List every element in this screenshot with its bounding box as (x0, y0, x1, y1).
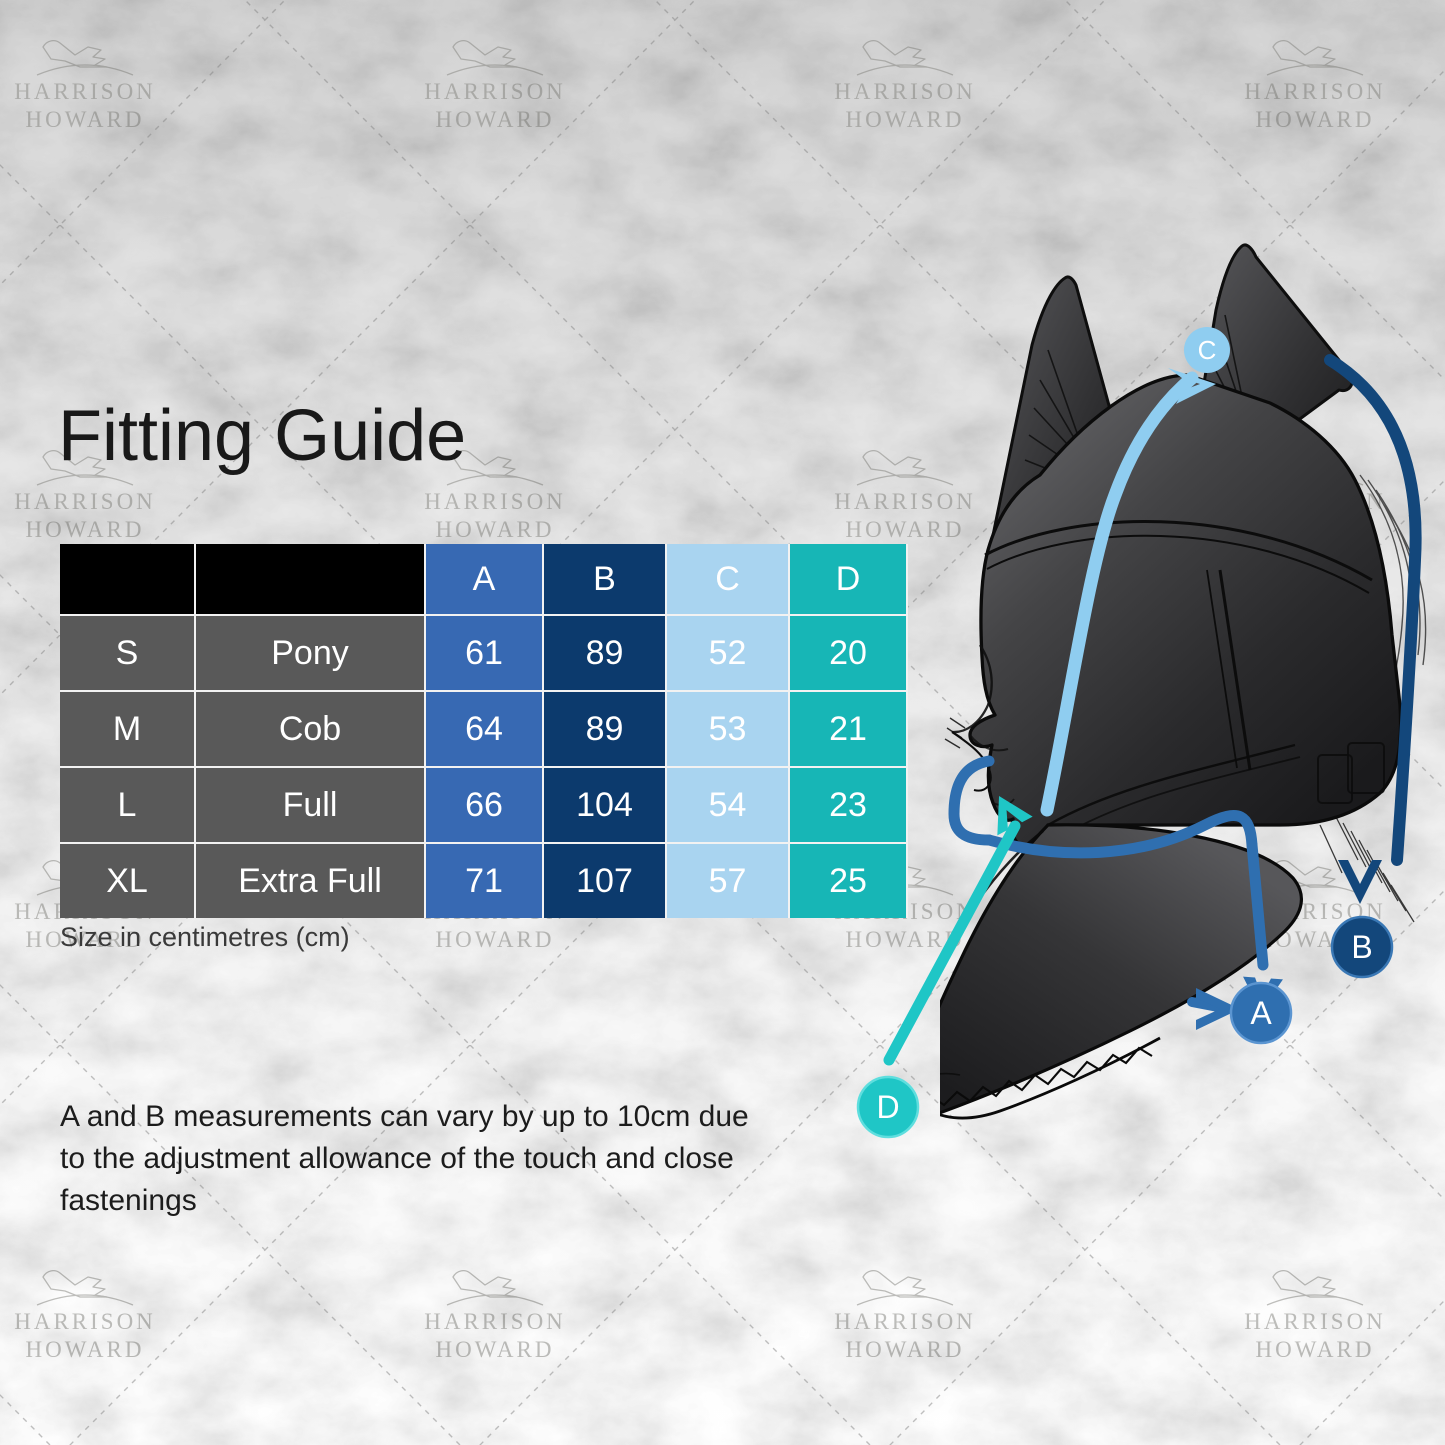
svg-text:A: A (1250, 995, 1272, 1031)
svg-text:D: D (876, 1089, 899, 1125)
svg-text:C: C (1198, 335, 1217, 365)
svg-text:B: B (1351, 929, 1372, 965)
